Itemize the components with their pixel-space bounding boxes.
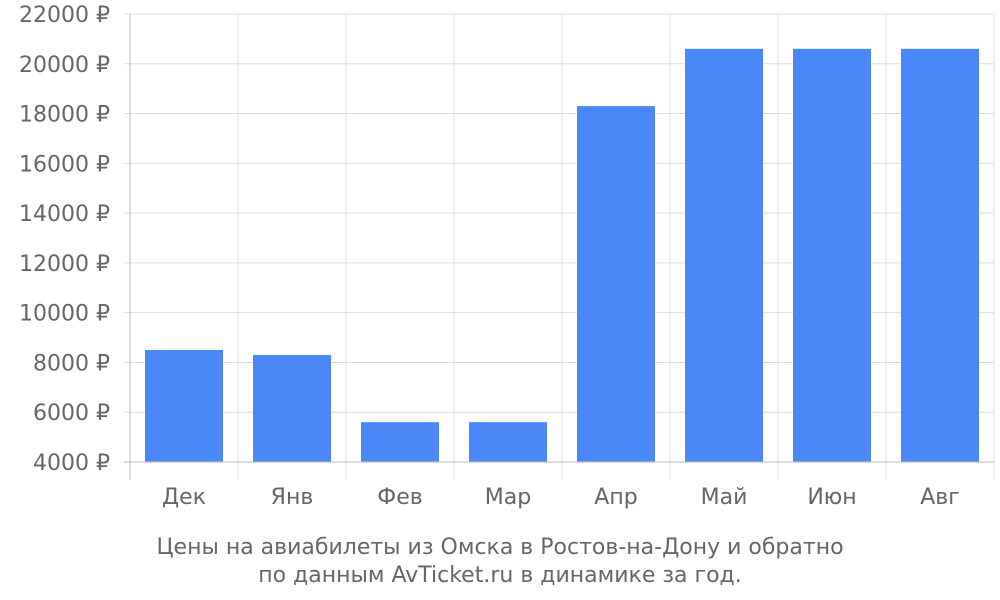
x-tick-label: Май — [701, 485, 748, 510]
x-tick-label: Мар — [485, 485, 531, 510]
bar-1 — [145, 350, 223, 462]
grid-lines — [124, 13, 995, 480]
chart-caption-line-2: по данным AvTicket.ru в динамике за год. — [258, 563, 742, 588]
y-tick-label: 6000 ₽ — [33, 401, 110, 426]
x-tick-label: Июн — [807, 485, 856, 510]
bar-4 — [469, 422, 547, 462]
bar-6 — [685, 48, 763, 462]
y-tick-label: 10000 ₽ — [19, 302, 110, 327]
y-tick-label: 16000 ₽ — [19, 152, 110, 177]
y-axis-tick-labels: 4000 ₽ 6000 ₽ 8000 ₽ 10000 ₽ 12000 ₽ 14000 ₽ 1… — [19, 3, 110, 476]
bar-5 — [577, 106, 655, 462]
y-tick-label: 22000 ₽ — [19, 3, 110, 28]
bar-2 — [253, 354, 331, 462]
bars — [145, 48, 979, 462]
x-tick-label: Фев — [377, 485, 422, 510]
y-tick-label: 4000 ₽ — [33, 451, 110, 476]
y-tick-label: 14000 ₽ — [19, 202, 110, 227]
x-tick-label: Авг — [920, 485, 960, 510]
y-tick-label: 8000 ₽ — [33, 351, 110, 376]
y-tick-label: 20000 ₽ — [19, 53, 110, 78]
chart-caption-line-1: Цены на авиабилеты из Омска в Ростов-на-… — [156, 535, 844, 560]
bar-8 — [901, 48, 979, 462]
x-axis-tick-labels: Дек Янв Фев Мар Апр Май Июн Авг — [162, 485, 960, 510]
axes — [124, 14, 994, 480]
x-tick-label: Дек — [162, 485, 206, 510]
bar-7 — [793, 48, 871, 462]
x-tick-label: Апр — [594, 485, 637, 510]
y-tick-label: 12000 ₽ — [19, 252, 110, 277]
bar-3 — [361, 422, 439, 462]
y-tick-label: 18000 ₽ — [19, 103, 110, 128]
x-tick-label: Янв — [271, 485, 314, 510]
